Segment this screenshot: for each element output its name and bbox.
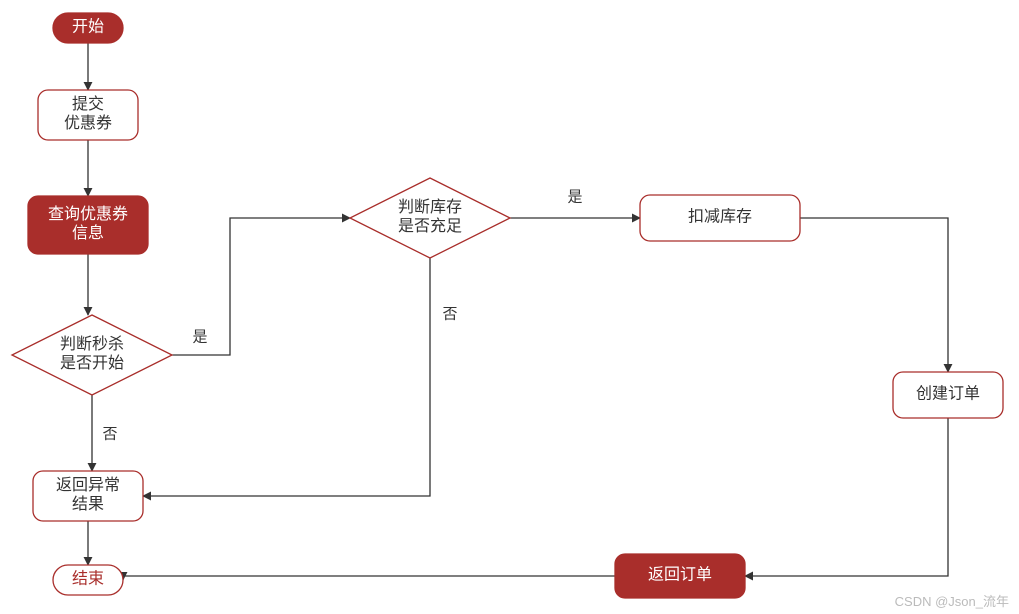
node-query_coupon: 查询优惠券信息 <box>28 196 148 254</box>
edge-judge_stock-return_error <box>143 258 430 496</box>
node-return_error: 返回异常结果 <box>33 471 143 521</box>
edge-label-judge_start-return_error: 否 <box>102 426 117 442</box>
node-judge_stock-text: 判断库存 <box>398 198 462 216</box>
node-end-text: 结束 <box>72 570 104 588</box>
node-query_coupon-text: 查询优惠券 <box>48 205 128 223</box>
nodes-layer: 开始提交优惠券查询优惠券信息判断秒杀是否开始 判断库存是否充足 扣减库存创建订单返回… <box>12 13 1003 598</box>
node-judge_start-text: 判断秒杀 <box>60 335 124 353</box>
node-judge_stock-text: 是否充足 <box>398 217 462 235</box>
node-submit_coupon: 提交优惠券 <box>38 90 138 140</box>
node-start: 开始 <box>53 13 123 43</box>
watermark: CSDN @Json_流年 <box>895 594 1009 609</box>
node-judge_stock: 判断库存是否充足 <box>350 178 510 258</box>
node-return_order-text: 返回订单 <box>648 566 712 584</box>
node-create_order: 创建订单 <box>893 372 1003 418</box>
edge-label-judge_stock-deduct_stock: 是 <box>567 189 582 205</box>
node-judge_start: 判断秒杀是否开始 <box>12 315 172 395</box>
node-submit_coupon-text: 优惠券 <box>64 114 112 132</box>
edges-layer: 是否是否 <box>88 43 948 580</box>
node-return_error-text: 返回异常 <box>56 476 120 494</box>
node-deduct_stock-text: 扣减库存 <box>688 208 752 226</box>
flowchart-canvas: 是否是否开始提交优惠券查询优惠券信息判断秒杀是否开始判断库存是否充足扣减库存创建… <box>0 0 1019 614</box>
node-end: 结束 <box>53 565 123 595</box>
node-submit_coupon-text: 提交 <box>72 95 104 113</box>
edge-label-judge_start-judge_stock: 是 <box>192 329 207 345</box>
node-return_error-text: 结果 <box>72 495 104 513</box>
edge-deduct_stock-create_order <box>800 218 948 372</box>
edge-return_order-end <box>123 576 615 580</box>
node-return_order: 返回订单 <box>615 554 745 598</box>
node-create_order-text: 创建订单 <box>916 385 980 403</box>
node-deduct_stock: 扣减库存 <box>640 195 800 241</box>
node-query_coupon-text: 信息 <box>72 224 104 242</box>
edge-label-judge_stock-return_error: 否 <box>442 306 457 322</box>
node-judge_start-text: 是否开始 <box>60 354 124 372</box>
node-start-text: 开始 <box>72 18 104 36</box>
edge-create_order-return_order <box>745 418 948 576</box>
